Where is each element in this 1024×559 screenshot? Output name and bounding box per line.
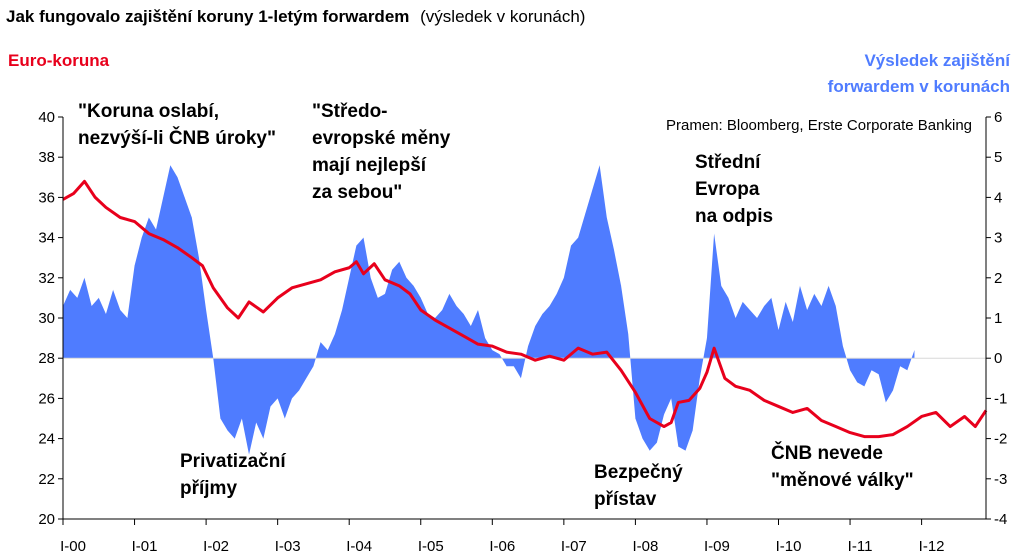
x-tick-label: I-10 [776, 538, 802, 555]
right-tick-label: 3 [994, 230, 1002, 247]
annotation-6: ČNB nevede "měnové války" [771, 442, 914, 491]
x-tick-label: I-09 [704, 538, 730, 555]
annotation-line: Evropa [695, 179, 760, 200]
euro-koruna-line [62, 179, 988, 439]
left-tick-label: 34 [38, 230, 55, 247]
annotation-line: nezvýší-li ČNB úroky" [78, 127, 276, 149]
annotation-line: za sebou" [312, 182, 402, 203]
annotation-line: příjmy [180, 478, 237, 499]
annotations: "Koruna oslabí, nezvýší-li ČNB úroky" "Stř… [78, 101, 914, 510]
x-tick-label: I-01 [132, 538, 158, 555]
left-tick-label: 20 [38, 511, 55, 528]
x-tick-label: I-08 [632, 538, 658, 555]
annotation-line: na odpis [695, 206, 773, 227]
left-tick-label: 22 [38, 471, 55, 488]
left-tick-label: 28 [38, 350, 55, 367]
right-tick-label: 0 [994, 350, 1002, 367]
x-tick-label: I-07 [561, 538, 587, 555]
x-tick-label: I-05 [418, 538, 444, 555]
annotation-line: "měnové války" [771, 470, 914, 491]
left-tick-label: 30 [38, 310, 55, 327]
left-tick-label: 26 [38, 390, 55, 407]
right-axis-label-line2: forwardem v korunách [828, 77, 1010, 96]
right-tick-label: -1 [994, 390, 1007, 407]
x-tick-label: I-12 [919, 538, 945, 555]
annotation-1: "Koruna oslabí, nezvýší-li ČNB úroky" [78, 101, 276, 149]
left-tick-label: 32 [38, 270, 55, 287]
annotation-line: přístav [594, 489, 657, 510]
right-tick-label: -3 [994, 471, 1007, 488]
annotation-5: Bezpečný přístav [594, 462, 683, 510]
x-tick-label: I-03 [275, 538, 301, 555]
x-tick-label: I-04 [346, 538, 372, 555]
x-axis-ticks: I-00 I-01 I-02 I-03 I-04 I-05 I-06 I-07 I-08 I-09… [60, 519, 945, 555]
annotation-line: "Středo- [312, 101, 388, 122]
chart-subtitle: (výsledek v korunách) [420, 7, 585, 26]
annotation-line: mají nejlepší [312, 155, 427, 176]
left-tick-label: 36 [38, 189, 55, 206]
left-tick-label: 40 [38, 109, 55, 126]
right-tick-label: -4 [994, 511, 1007, 528]
right-tick-label: 6 [994, 109, 1002, 126]
source-note: Pramen: Bloomberg, Erste Corporate Banki… [666, 117, 972, 134]
annotation-3: Střední Evropa na odpis [695, 152, 773, 227]
right-tick-label: 1 [994, 310, 1002, 327]
right-axis-label-line1: Výsledek zajištění [864, 51, 1011, 70]
left-axis-label: Euro-koruna [8, 51, 110, 70]
left-tick-label: 38 [38, 149, 55, 166]
annotation-line: "Koruna oslabí, [78, 101, 219, 122]
x-tick-label: I-06 [489, 538, 515, 555]
hedge-result-area [62, 165, 915, 455]
svg-text:Jak fungovalo zajištění koruny: Jak fungovalo zajištění koruny 1-letým f… [6, 7, 585, 26]
annotation-line: evropské měny [312, 128, 451, 149]
right-tick-label: -2 [994, 431, 1007, 448]
annotation-2: "Středo-evropské měny mají nejlepší za seb… [312, 101, 451, 203]
left-axis-ticks: 20 22 24 26 28 30 32 34 36 38 40 [38, 109, 63, 528]
hedge-result-area-path [63, 165, 915, 455]
right-tick-label: 4 [994, 189, 1002, 206]
annotation-line: ČNB nevede [771, 442, 883, 464]
chart-title: Jak fungovalo zajištění koruny 1-letým f… [6, 7, 409, 26]
annotation-4: Privatizační příjmy [180, 451, 286, 499]
right-tick-label: 5 [994, 149, 1002, 166]
left-tick-label: 24 [38, 431, 55, 448]
right-tick-label: 2 [994, 270, 1002, 287]
right-axis-ticks: -4 -3 -2 -1 0 1 2 3 4 5 6 [986, 109, 1007, 528]
annotation-line: Privatizační [180, 451, 286, 472]
annotation-line: Bezpečný [594, 462, 683, 483]
x-tick-label: I-11 [848, 538, 873, 555]
x-tick-label: I-02 [203, 538, 229, 555]
annotation-line: Střední [695, 152, 761, 173]
x-tick-label: I-00 [60, 538, 86, 555]
